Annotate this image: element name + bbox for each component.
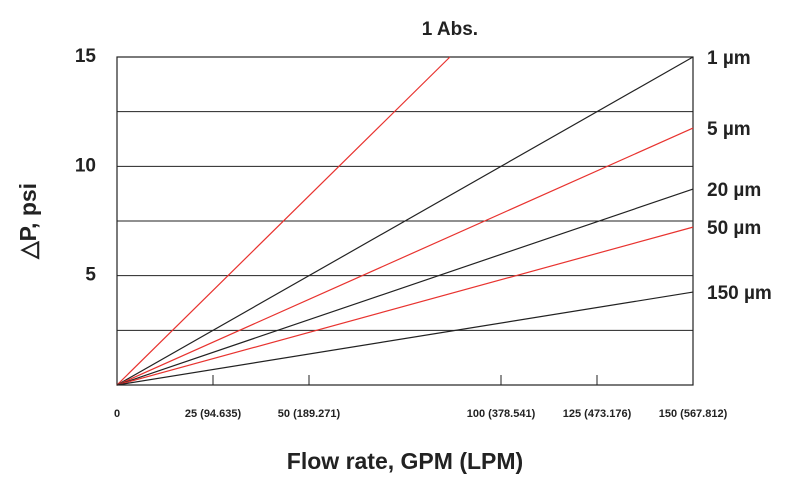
series-label: 1 Abs.: [422, 19, 478, 40]
series-line: [116, 56, 694, 386]
series-line: [116, 226, 694, 386]
series-line: [116, 291, 694, 386]
series-label: 5 µm: [707, 119, 751, 140]
x-tick-label: 25 (94.635): [185, 408, 242, 420]
series-label: 1 µm: [707, 48, 751, 69]
series-label: 50 µm: [707, 218, 761, 239]
x-tick-label: 100 (378.541): [467, 408, 536, 420]
x-tick-label: 0: [114, 408, 120, 420]
x-tick-label: 50 (189.271): [278, 408, 341, 420]
series-line: [116, 56, 451, 386]
series-label: 150 µm: [707, 283, 772, 304]
x-tick-label: 150 (567.812): [659, 408, 728, 420]
y-tick-label: 10: [75, 155, 96, 176]
x-tick-label: 125 (473.176): [563, 408, 632, 420]
plot-frame: [116, 56, 694, 386]
y-axis-title: △P, psi: [15, 183, 41, 260]
x-axis-title: Flow rate, GPM (LPM): [287, 448, 523, 474]
series-line: [116, 127, 694, 386]
y-tick-label: 15: [75, 46, 97, 67]
y-tick-label: 5: [85, 265, 96, 286]
series-label: 20 µm: [707, 180, 761, 201]
series-line: [116, 188, 694, 386]
